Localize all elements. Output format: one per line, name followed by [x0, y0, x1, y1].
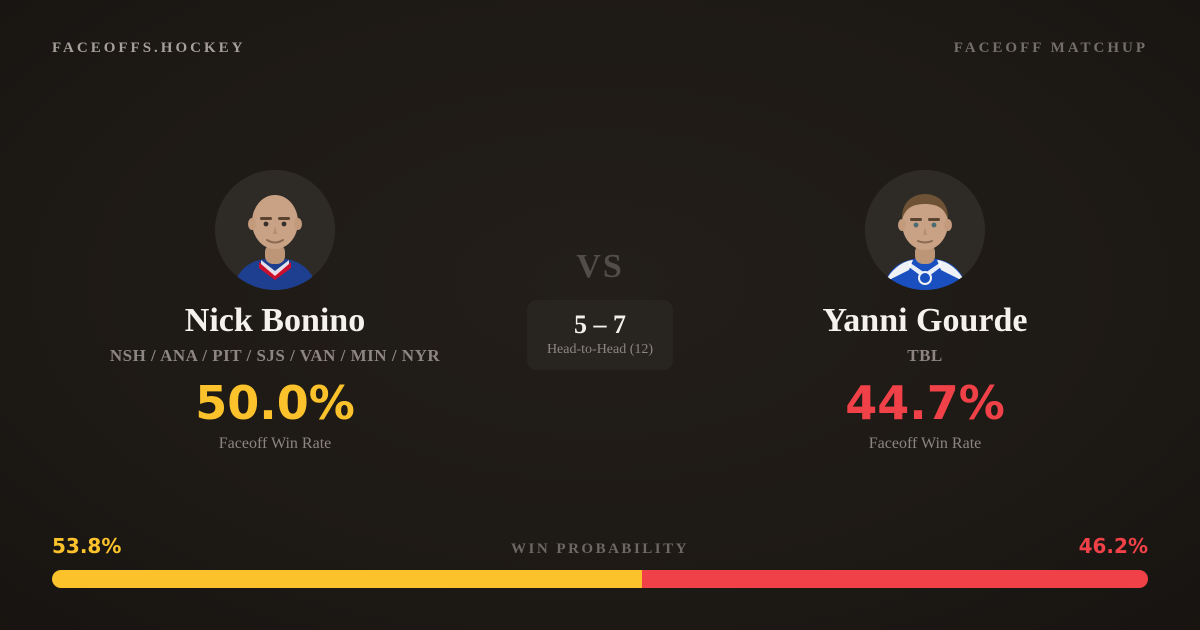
player-card-left: Nick Bonino NSH / ANA / PIT / SJS / VAN … [0, 170, 550, 453]
win-probability-title: WIN PROBABILITY [511, 541, 689, 557]
head-to-head-score: 5 – 7 [574, 310, 626, 339]
faceoff-win-rate-left: 50.0% [195, 376, 355, 431]
faceoff-win-rate-right: 44.7% [845, 376, 1005, 431]
player-headshot-icon [215, 170, 335, 290]
player-name-left: Nick Bonino [184, 302, 366, 339]
win-probability-section: 53.8% WIN PROBABILITY 46.2% [52, 534, 1148, 588]
win-probability-bar [52, 570, 1148, 588]
player-headshot-icon [865, 170, 985, 290]
vs-label: VS [576, 248, 624, 285]
versus-column: VS 5 – 7 Head-to-Head (12) [475, 170, 725, 370]
player-avatar-left [215, 170, 335, 290]
player-teams-left: NSH / ANA / PIT / SJS / VAN / MIN / NYR [109, 346, 441, 366]
player-name-right: Yanni Gourde [822, 302, 1028, 339]
head-to-head-label: Head-to-Head (12) [546, 341, 654, 357]
header: FACEOFFS.HOCKEY FACEOFF MATCHUP [52, 40, 1148, 57]
stat-label-left: Faceoff Win Rate [218, 435, 332, 453]
win-bar-right [641, 570, 1148, 588]
stat-label-right: Faceoff Win Rate [868, 435, 982, 453]
head-to-head-card: 5 – 7 Head-to-Head (12) [527, 300, 673, 370]
page-title: FACEOFF MATCHUP [953, 40, 1148, 56]
brand-logo-text: FACEOFFS.HOCKEY [52, 40, 246, 56]
win-probability-left: 53.8% [52, 534, 122, 558]
player-teams-right: TBL [907, 346, 943, 366]
player-avatar-right [865, 170, 985, 290]
player-card-right: Yanni Gourde TBL 44.7% Faceoff Win Rate [650, 170, 1200, 453]
win-probability-right: 46.2% [1078, 534, 1148, 558]
win-bar-left [52, 570, 642, 588]
